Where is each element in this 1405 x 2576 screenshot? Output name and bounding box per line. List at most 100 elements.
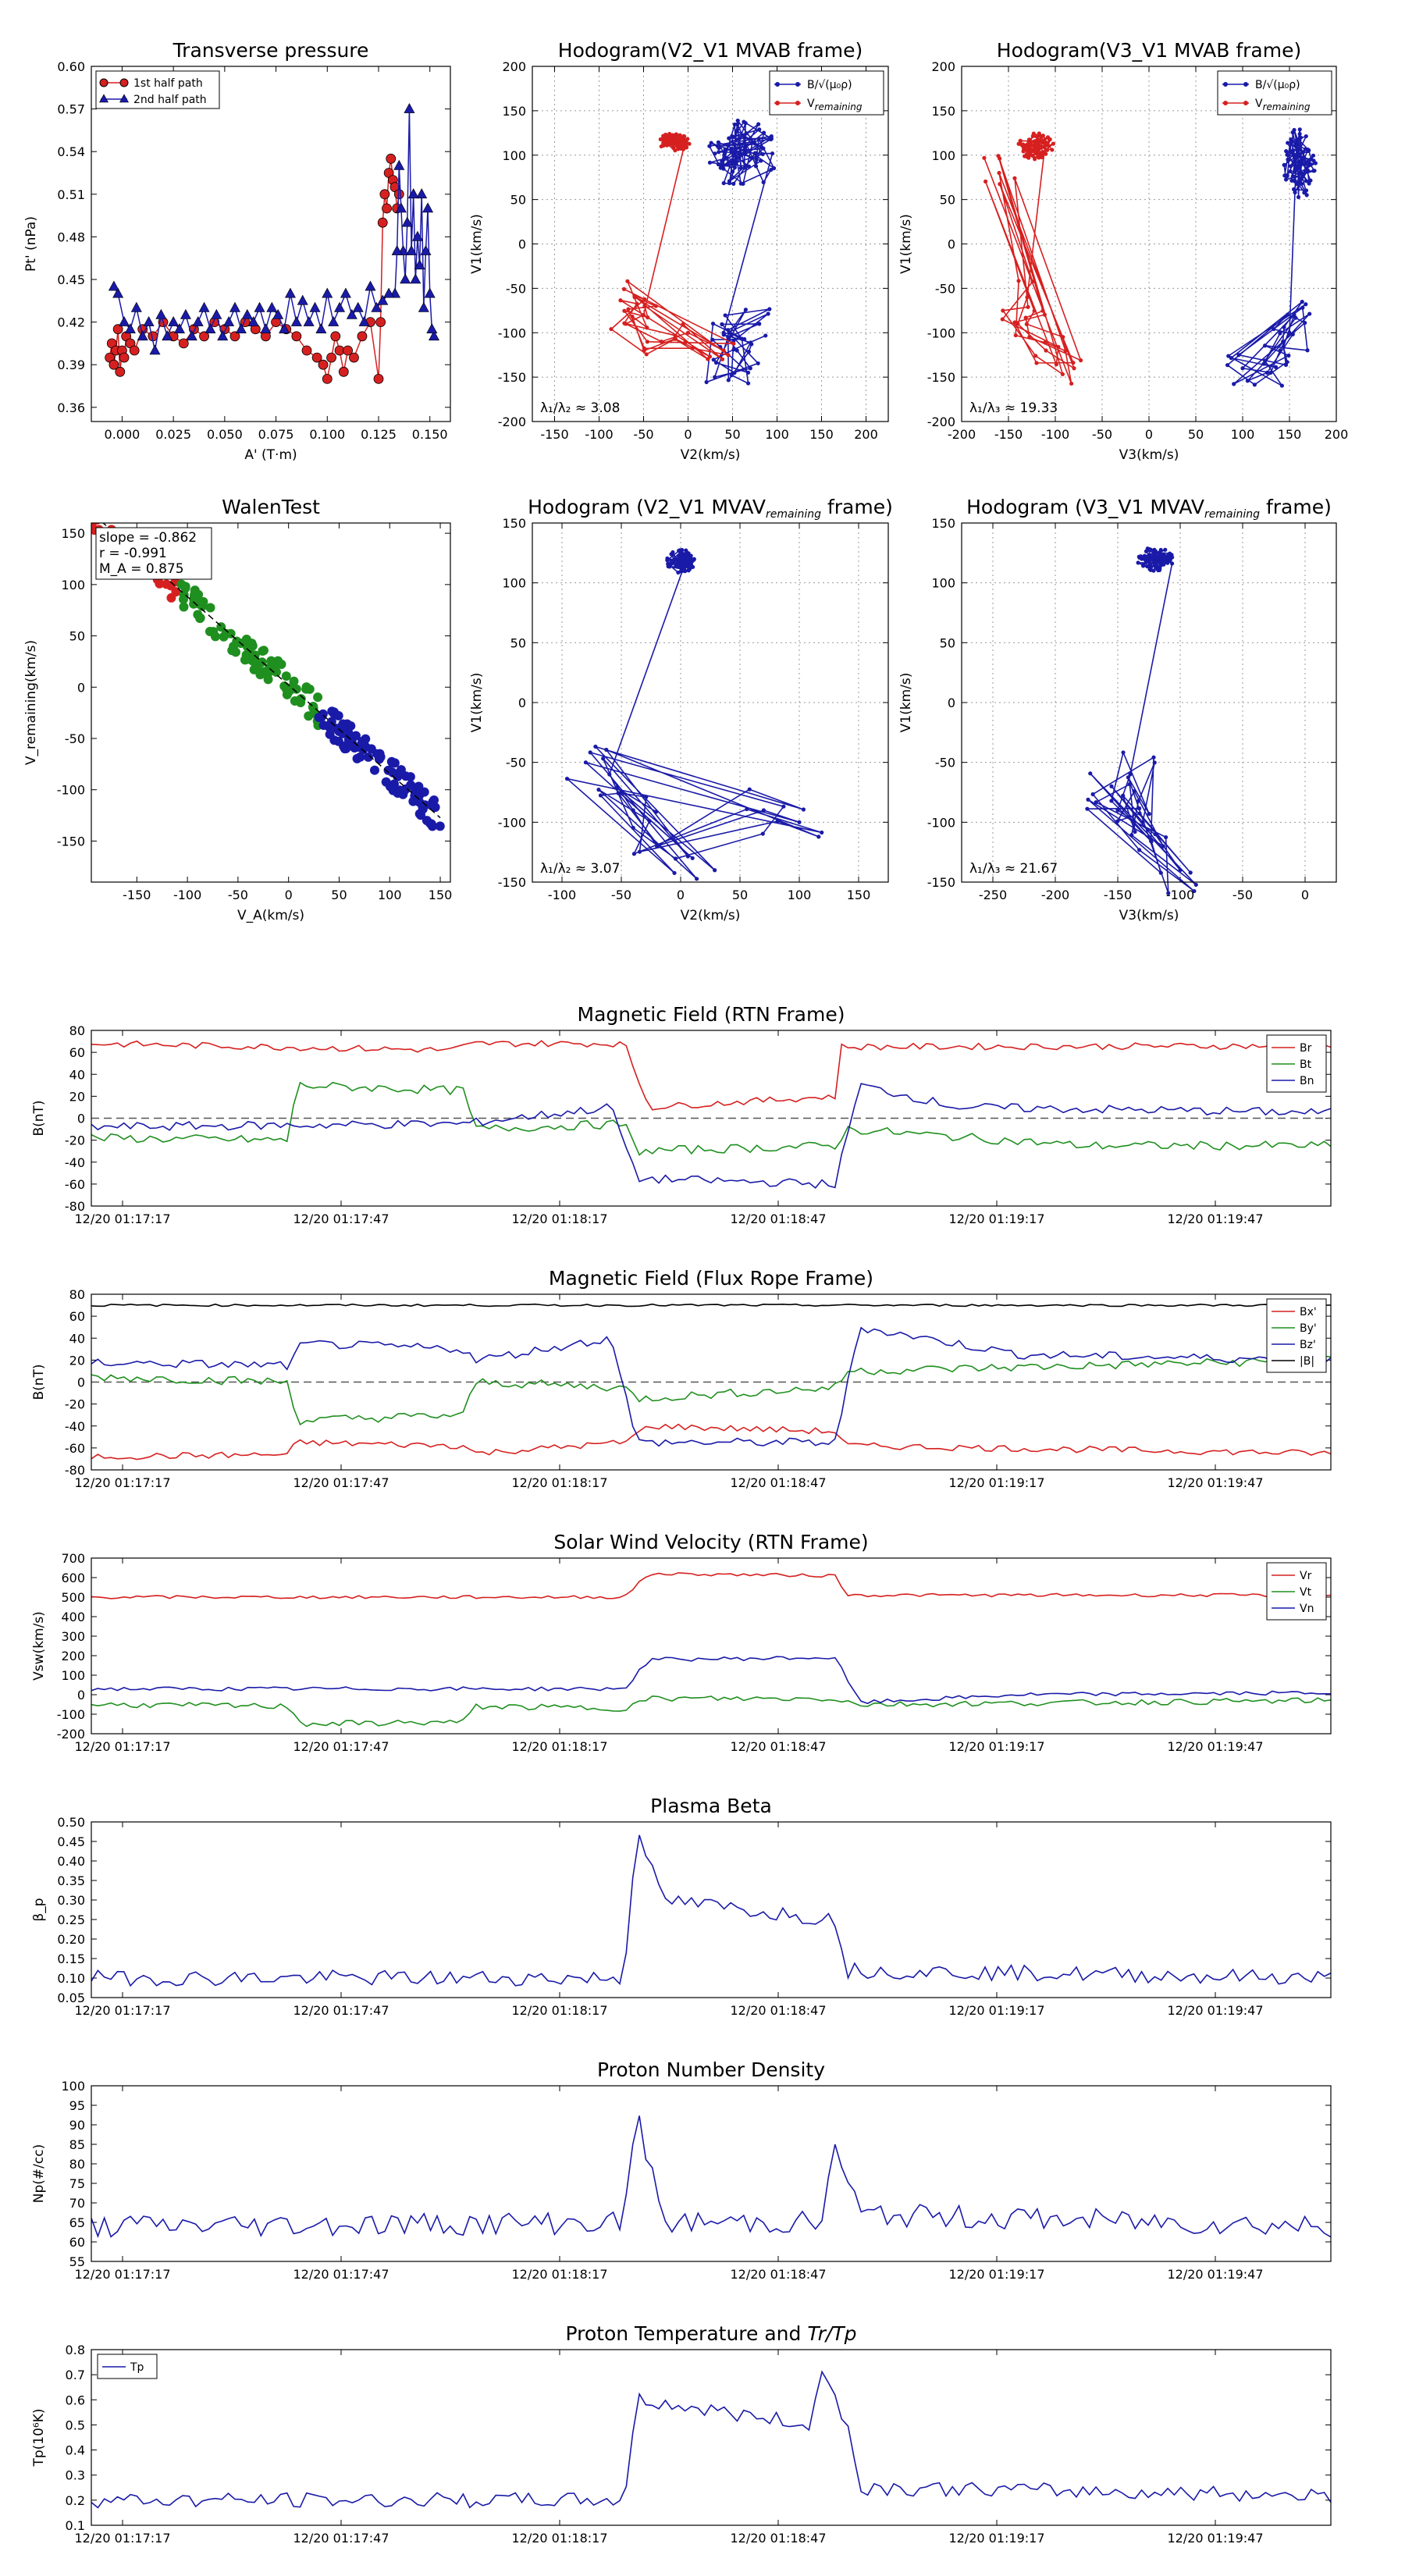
data-point bbox=[1293, 144, 1297, 148]
data-point bbox=[1304, 133, 1308, 139]
data-point bbox=[314, 713, 324, 723]
y-tick-label: 50 bbox=[940, 193, 955, 208]
data-point bbox=[1282, 173, 1287, 178]
data-point bbox=[386, 153, 397, 164]
data-point bbox=[727, 136, 731, 141]
data-point bbox=[375, 317, 386, 328]
legend-marker bbox=[1223, 101, 1228, 105]
data-point bbox=[1109, 784, 1114, 788]
x-tick-label: 150 bbox=[429, 888, 453, 902]
data-point bbox=[258, 646, 268, 656]
data-point bbox=[137, 330, 148, 341]
plot-frame bbox=[91, 1557, 1332, 1735]
data-point bbox=[717, 145, 721, 151]
data-point bbox=[1043, 340, 1048, 345]
data-point bbox=[730, 133, 735, 139]
data-point bbox=[340, 744, 350, 754]
data-point bbox=[622, 308, 627, 313]
eigenvalue-ratio: λ₁/λ₂ ≈ 3.08 bbox=[540, 400, 620, 416]
y-tick-label: 0 bbox=[948, 237, 955, 252]
data-point bbox=[1115, 819, 1120, 824]
data-point bbox=[704, 379, 709, 385]
data-point bbox=[687, 141, 692, 146]
y-tick-label: 50 bbox=[940, 635, 955, 650]
y-tick-label: 200 bbox=[931, 59, 955, 74]
data-point bbox=[358, 315, 370, 326]
data-point bbox=[297, 294, 308, 305]
data-point bbox=[1153, 832, 1158, 837]
data-point bbox=[604, 747, 609, 753]
x-tick-label: 12/20 01:19:17 bbox=[948, 1739, 1044, 1754]
data-point bbox=[721, 333, 726, 337]
data-point bbox=[632, 294, 637, 298]
data-point bbox=[435, 821, 445, 831]
y-tick-label: -40 bbox=[65, 1419, 85, 1434]
data-point bbox=[162, 579, 172, 589]
data-point bbox=[717, 150, 721, 155]
data-point bbox=[645, 340, 649, 344]
y-tick-label: -50 bbox=[506, 756, 526, 770]
data-point bbox=[1309, 157, 1314, 162]
data-point bbox=[601, 756, 606, 761]
y-tick-label: 0.50 bbox=[57, 1815, 85, 1830]
data-point bbox=[1292, 152, 1297, 157]
data-point bbox=[1291, 148, 1296, 153]
data-point bbox=[690, 856, 695, 860]
legend-marker bbox=[775, 101, 780, 105]
data-point bbox=[343, 735, 354, 745]
plot-frame bbox=[961, 522, 1337, 883]
data-point bbox=[1300, 299, 1304, 304]
data-point bbox=[1149, 839, 1154, 844]
chart-mag_rtn: Magnetic Field (RTN Frame) 12/20 01:17:17… bbox=[31, 1003, 1332, 1226]
chart-tp: Transverse pressure 0.000 0.025 0.050 0.075 0… bbox=[23, 39, 451, 463]
y-tick-label: 70 bbox=[69, 2196, 85, 2211]
legend-label: By' bbox=[1300, 1322, 1317, 1335]
legend-marker bbox=[119, 94, 130, 103]
x-tick-label: 12/20 01:18:47 bbox=[730, 2531, 826, 2546]
data-point bbox=[735, 118, 740, 123]
y-tick-label: -40 bbox=[65, 1155, 85, 1170]
x-tick-label: 12/20 01:18:47 bbox=[730, 1475, 826, 1490]
y-axis-label: B(nT) bbox=[31, 1364, 47, 1400]
data-point bbox=[687, 556, 692, 560]
data-point bbox=[1054, 362, 1058, 367]
data-point bbox=[731, 347, 736, 352]
data-point bbox=[731, 181, 736, 186]
data-point bbox=[381, 777, 391, 787]
data-point bbox=[816, 834, 821, 839]
data-point bbox=[1163, 547, 1168, 552]
y-tick-label: -200 bbox=[57, 1727, 85, 1742]
y-tick-label: -100 bbox=[927, 815, 955, 830]
y-tick-label: 200 bbox=[502, 59, 526, 74]
data-point bbox=[289, 676, 299, 686]
data-point bbox=[418, 301, 429, 312]
x-tick-label: -50 bbox=[1232, 888, 1253, 902]
series-line-B bbox=[91, 1303, 1332, 1308]
data-point bbox=[727, 181, 732, 186]
data-point bbox=[290, 315, 302, 326]
data-point bbox=[1050, 148, 1055, 152]
data-point bbox=[328, 315, 340, 326]
data-point bbox=[775, 819, 780, 824]
legend-label: B/√(μ₀ρ) bbox=[1255, 79, 1300, 91]
data-point bbox=[678, 564, 683, 569]
plot-frame bbox=[91, 2349, 1332, 2526]
data-point bbox=[674, 563, 678, 568]
data-point bbox=[1297, 162, 1302, 167]
data-point bbox=[266, 301, 278, 312]
data-point bbox=[1281, 339, 1286, 344]
data-point bbox=[1307, 311, 1312, 316]
data-point bbox=[1263, 343, 1268, 348]
legend-box bbox=[1217, 70, 1332, 116]
data-point bbox=[711, 358, 716, 362]
data-point bbox=[735, 122, 740, 126]
data-point bbox=[716, 162, 720, 167]
legend-label: Vr bbox=[1300, 1570, 1312, 1582]
data-point bbox=[721, 181, 726, 186]
data-point bbox=[720, 357, 725, 361]
data-point bbox=[352, 301, 364, 312]
x-tick-label: -150 bbox=[540, 427, 568, 442]
y-axis-label: V1(km/s) bbox=[898, 673, 914, 733]
x-tick-label: 12/20 01:17:47 bbox=[293, 1475, 389, 1490]
x-tick-label: -200 bbox=[1041, 888, 1069, 902]
